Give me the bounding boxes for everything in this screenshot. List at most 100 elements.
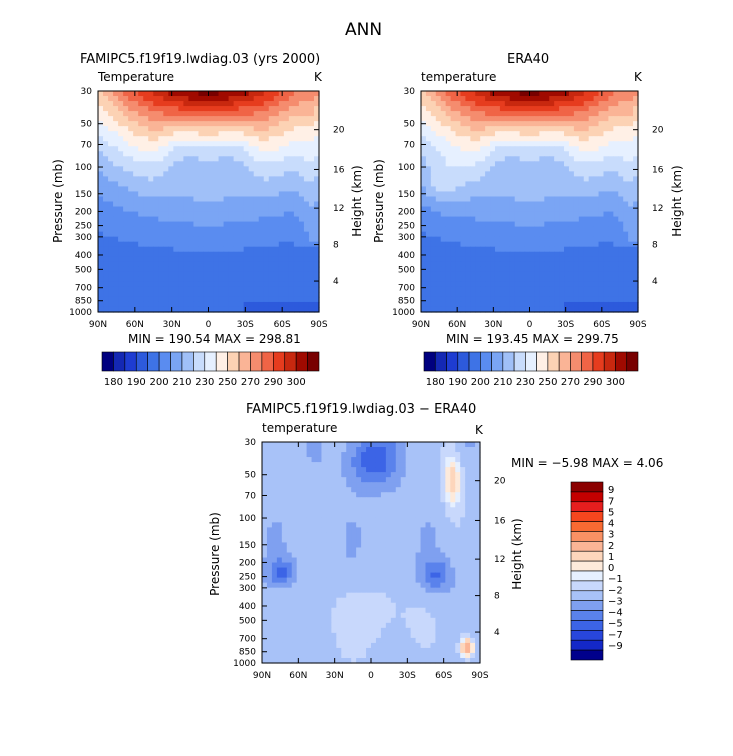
heatmap-cell xyxy=(253,296,260,303)
heatmap-cell xyxy=(465,111,471,117)
heatmap-cell xyxy=(321,492,327,498)
heatmap-cell xyxy=(475,492,481,498)
heatmap-cell xyxy=(485,211,491,218)
heatmap-cell xyxy=(425,146,432,152)
heatmap-cell xyxy=(113,186,119,193)
heatmap-cell xyxy=(549,126,555,132)
heatmap-cell xyxy=(198,231,205,238)
heatmap-cell xyxy=(103,306,109,313)
heatmap-cell xyxy=(593,241,600,248)
heatmap-cell xyxy=(425,472,432,478)
heatmap-cell xyxy=(288,171,295,177)
heatmap-cell xyxy=(273,211,280,218)
heatmap-cell xyxy=(490,146,496,152)
heatmap-cell xyxy=(316,482,323,488)
heatmap-cell xyxy=(524,236,531,243)
heatmap-cell xyxy=(480,151,486,157)
heatmap-cell xyxy=(208,236,215,243)
heatmap-cell xyxy=(514,241,521,248)
heatmap-cell xyxy=(168,211,174,218)
heatmap-cell xyxy=(465,166,471,172)
heatmap-cell xyxy=(248,121,255,127)
heatmap-cell xyxy=(233,141,240,147)
heatmap-cell xyxy=(238,296,245,303)
heatmap-cell xyxy=(450,296,457,303)
heatmap-cell xyxy=(613,171,619,177)
heatmap-cell xyxy=(223,301,230,308)
heatmap-cell xyxy=(390,472,397,478)
heatmap-cell xyxy=(233,106,240,112)
heatmap-cell xyxy=(455,507,461,513)
heatmap-cell xyxy=(163,141,169,147)
heatmap-cell xyxy=(118,301,124,308)
heatmap-cell xyxy=(440,91,447,97)
heatmap-cell xyxy=(534,166,540,172)
heatmap-cell xyxy=(133,106,139,112)
heatmap-cell xyxy=(519,236,526,243)
heatmap-cell xyxy=(494,211,501,218)
heatmap-cell xyxy=(148,96,154,102)
heatmap-cell xyxy=(213,271,220,278)
heatmap-cell xyxy=(108,226,114,233)
heatmap-cell xyxy=(529,211,536,218)
heatmap-cell xyxy=(223,181,230,188)
heatmap-cell xyxy=(588,156,595,162)
heatmap-cell xyxy=(460,452,466,458)
heatmap-cell xyxy=(128,96,134,102)
x-tick-label: 30S xyxy=(557,320,574,330)
heatmap-cell xyxy=(564,126,570,132)
heatmap-cell xyxy=(301,457,308,463)
heatmap-cell xyxy=(568,131,575,137)
heatmap-cell xyxy=(218,171,225,177)
heatmap-cell xyxy=(549,136,555,142)
heatmap-cell xyxy=(445,216,452,223)
heatmap-cell xyxy=(405,462,412,468)
heatmap-cell xyxy=(113,206,119,213)
heatmap-cell xyxy=(485,121,491,127)
heatmap-cell xyxy=(465,161,471,167)
heatmap-cell xyxy=(564,116,570,122)
heatmap-cell xyxy=(445,497,451,503)
heatmap-cell xyxy=(341,502,347,508)
heatmap-cell xyxy=(278,171,285,177)
heatmap-cell xyxy=(524,181,531,188)
heatmap-cell xyxy=(203,116,210,122)
heatmap-cell xyxy=(366,517,372,523)
heatmap-cell xyxy=(118,191,124,198)
heatmap-cell xyxy=(421,201,427,208)
heatmap-cell xyxy=(138,116,144,122)
heatmap-cell xyxy=(534,126,540,132)
heatmap-cell xyxy=(465,116,471,122)
heatmap-cell xyxy=(440,542,446,549)
heatmap-cell xyxy=(123,126,129,132)
heatmap-cell xyxy=(593,186,600,193)
heatmap-cell xyxy=(514,151,521,157)
heatmap-cell xyxy=(430,517,436,523)
heatmap-cell xyxy=(460,106,466,112)
heatmap-cell xyxy=(499,286,506,293)
heatmap-cell xyxy=(598,221,605,228)
heatmap-cell xyxy=(455,166,462,172)
heatmap-cell xyxy=(475,221,481,228)
heatmap-cell xyxy=(308,191,315,198)
heatmap-cell xyxy=(303,296,310,303)
heatmap-cell xyxy=(435,126,442,132)
heatmap-cell xyxy=(173,241,179,248)
heatmap-cell xyxy=(108,291,114,298)
heatmap-cell xyxy=(465,276,471,283)
heatmap-cell xyxy=(308,136,315,142)
heatmap-cell xyxy=(559,106,565,112)
heatmap-cell xyxy=(410,512,417,518)
heatmap-cell xyxy=(494,236,501,243)
heatmap-cell xyxy=(455,512,461,518)
heatmap-cell xyxy=(504,301,511,308)
heatmap-cell xyxy=(534,146,540,152)
heatmap-cell xyxy=(118,186,124,193)
heatmap-cell xyxy=(283,196,290,203)
heatmap-cell xyxy=(435,251,442,258)
heatmap-cell xyxy=(203,186,210,193)
heatmap-cell xyxy=(549,196,555,203)
heatmap-cell xyxy=(440,171,447,177)
heatmap-cell xyxy=(470,181,476,188)
heatmap-cell xyxy=(375,522,382,528)
